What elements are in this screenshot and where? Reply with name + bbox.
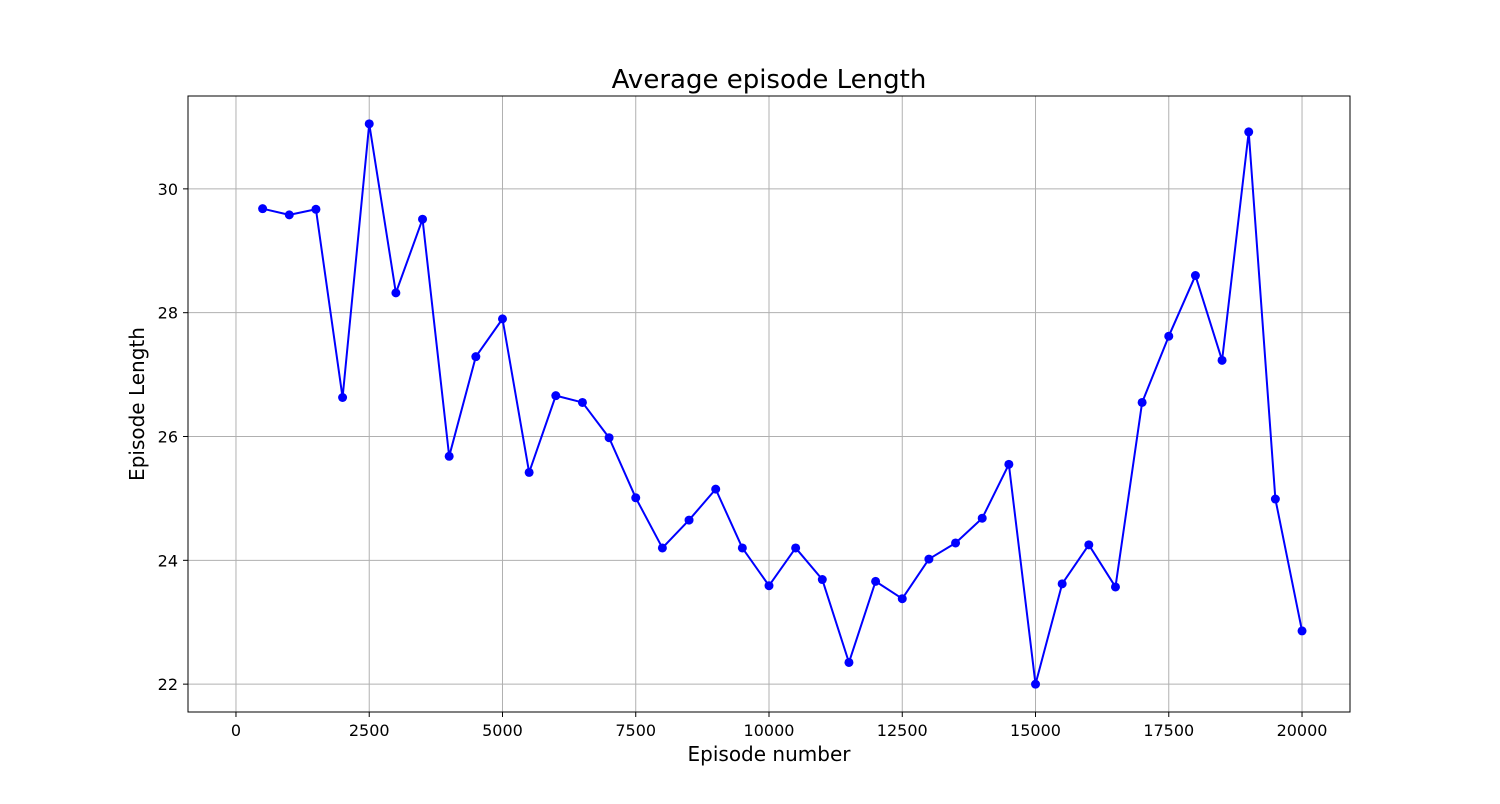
data-point bbox=[631, 493, 641, 503]
data-point bbox=[817, 575, 827, 585]
data-point bbox=[604, 433, 614, 443]
x-tick-label: 2500 bbox=[349, 721, 390, 740]
data-point bbox=[418, 214, 428, 224]
data-point bbox=[844, 657, 854, 667]
data-point bbox=[444, 451, 454, 461]
data-point bbox=[737, 543, 747, 553]
data-point bbox=[1190, 271, 1200, 281]
data-point bbox=[497, 314, 507, 324]
data-point bbox=[951, 538, 961, 548]
data-point bbox=[551, 391, 561, 401]
data-point bbox=[684, 515, 694, 525]
data-point bbox=[1084, 540, 1094, 550]
chart-title: Average episode Length bbox=[612, 65, 927, 95]
data-point bbox=[897, 594, 907, 604]
data-point bbox=[338, 393, 348, 402]
data-point bbox=[1031, 679, 1041, 689]
axis-ticks: 0 2500 5000 7500 10000 12500 15000 17500 20000 22… bbox=[158, 180, 1328, 740]
data-point bbox=[1244, 127, 1254, 137]
x-tick-label: 12500 bbox=[877, 721, 928, 740]
x-tick-label: 7500 bbox=[615, 721, 656, 740]
series-line bbox=[262, 122, 1304, 686]
plot-area-frame bbox=[187, 95, 1351, 713]
data-point bbox=[871, 576, 881, 586]
data-point bbox=[764, 581, 774, 591]
x-axis-label: Episode number bbox=[688, 742, 852, 766]
data-point bbox=[577, 397, 587, 407]
x-tick-label: 5000 bbox=[482, 721, 523, 740]
data-point bbox=[791, 543, 801, 553]
x-tick-label: 0 bbox=[231, 721, 241, 740]
y-tick-label: 28 bbox=[158, 304, 178, 323]
data-point bbox=[1297, 626, 1307, 636]
data-point bbox=[471, 352, 481, 362]
data-point bbox=[258, 204, 268, 214]
data-point bbox=[311, 204, 321, 214]
data-point bbox=[284, 210, 294, 220]
x-tick-label: 10000 bbox=[744, 721, 795, 740]
grid-lines bbox=[188, 96, 1350, 712]
data-point bbox=[1110, 582, 1120, 592]
x-tick-label: 20000 bbox=[1277, 721, 1328, 740]
data-point bbox=[524, 467, 534, 477]
y-tick-label: 24 bbox=[158, 551, 178, 570]
y-axis-label: Episode Length bbox=[125, 327, 149, 481]
y-tick-label: 30 bbox=[158, 180, 178, 199]
y-tick-label: 22 bbox=[158, 675, 178, 694]
data-point bbox=[1057, 579, 1067, 589]
x-tick-label: 15000 bbox=[1010, 721, 1061, 740]
data-point bbox=[977, 513, 987, 523]
data-point bbox=[1217, 355, 1227, 365]
data-point bbox=[391, 288, 401, 298]
data-series bbox=[258, 119, 1307, 689]
data-point bbox=[657, 543, 667, 553]
data-point bbox=[924, 554, 934, 564]
data-point bbox=[1164, 331, 1174, 341]
data-point bbox=[1270, 494, 1280, 504]
y-tick-label: 26 bbox=[158, 428, 178, 447]
data-point bbox=[364, 119, 374, 129]
data-point bbox=[1137, 397, 1147, 407]
data-point bbox=[711, 484, 721, 494]
x-tick-label: 17500 bbox=[1143, 721, 1194, 740]
data-point bbox=[1004, 459, 1014, 469]
